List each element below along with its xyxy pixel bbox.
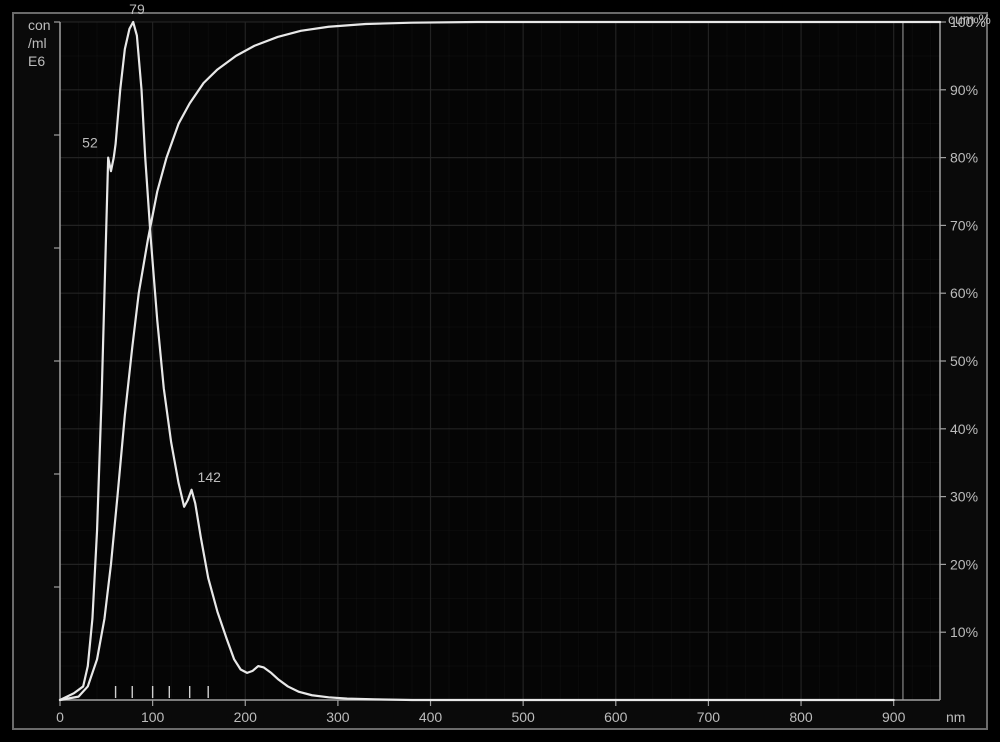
x-tick-label: 300 [326,709,350,725]
grid [60,22,940,700]
x-tick-label: 400 [419,709,443,725]
y-right-ticks: 10%20%30%40%50%60%70%80%90%100% [940,14,986,640]
x-ticks: 0 100 200 300 400 500 600 700 800 900 [56,700,905,725]
y-right-tick-label: 10% [950,624,978,640]
x-tick-label: 0 [56,709,64,725]
particle-size-chart: 0 100 200 300 400 500 600 700 800 900 nm 10% 20% 30% 4… [0,0,1000,742]
x-tick-label: 800 [789,709,813,725]
y-right-tick-label: 40% [950,421,978,437]
y-right-tick-label: 60% [950,285,978,301]
x-tick-label: 600 [604,709,628,725]
y-right-axis-label: cum % [948,11,991,27]
y-right-tick-label: 90% [950,82,978,98]
y-left-axis-label-line: /ml [28,35,47,51]
y-right-tick-label: 20% [950,556,978,572]
y-left-ticks [54,22,60,587]
x-tick-label: 100 [141,709,165,725]
chart-frame: 0 100 200 300 400 500 600 700 800 900 nm 10% 20% 30% 4… [0,0,1000,742]
y-right-tick-label: 50% [950,353,978,369]
peak-label: 79 [129,1,145,17]
x-tick-label: 900 [882,709,906,725]
peak-label: 52 [82,135,98,151]
y-left-axis-label-line: con [28,17,51,33]
y-right-tick-label: 80% [950,150,978,166]
x-tick-label: 700 [697,709,721,725]
peak-label: 142 [198,469,222,485]
y-left-axis-label-line: E6 [28,53,45,69]
y-right-tick-label: 70% [950,217,978,233]
x-axis-unit: nm [946,709,965,725]
y-right-tick-label: 30% [950,489,978,505]
x-tick-label: 200 [234,709,258,725]
x-tick-label: 500 [511,709,535,725]
